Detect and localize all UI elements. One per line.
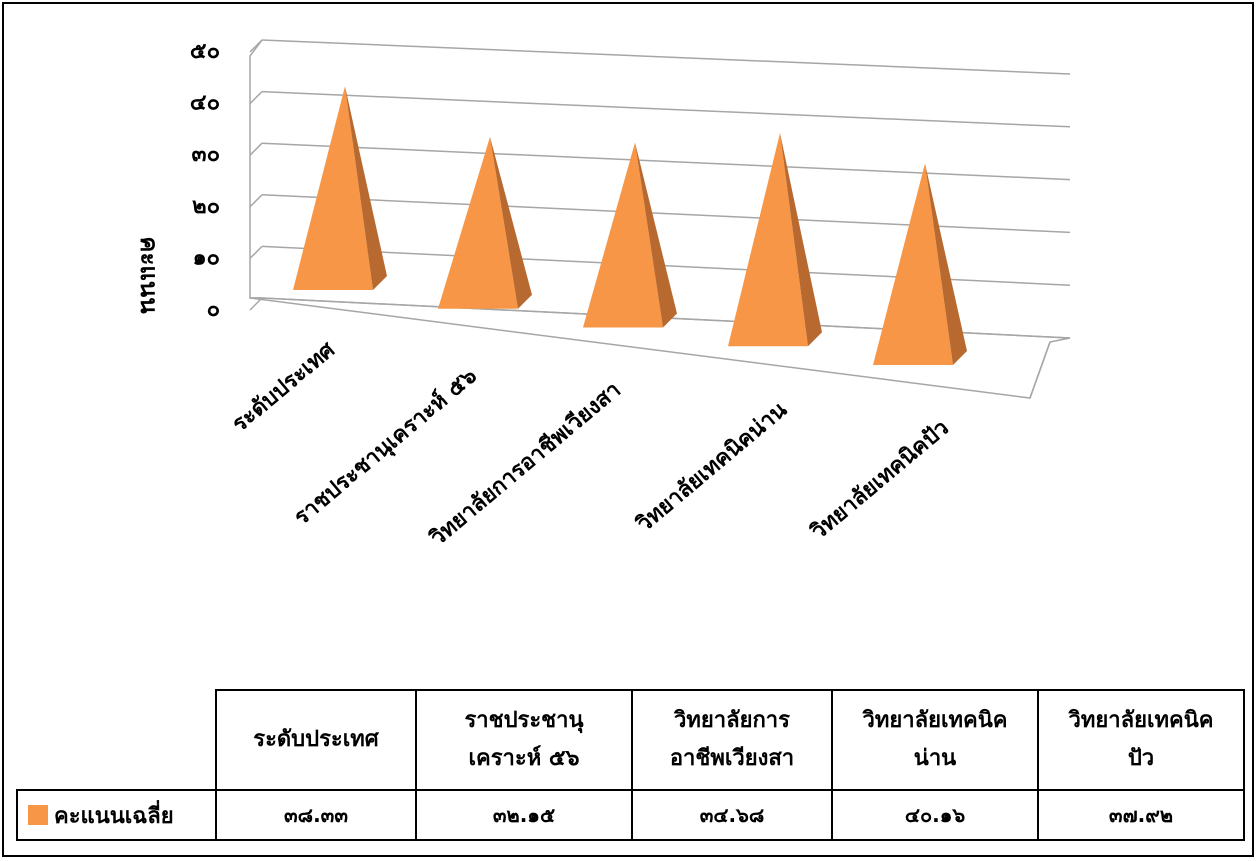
pyramid-front [583,142,663,328]
pyramid-side [925,163,967,365]
table-header-3: วิทยาลัยเทคนิค น่าน [831,689,1039,791]
table-header-text: เคราะห์ ๕๖ [468,746,580,771]
data-table-value-row: คะแนนเฉลี่ย ๓๘.๓๓ ๓๒.๑๕ ๓๔.๖๘ ๔๐.๑๖ ๓๗.๙… [16,789,1245,841]
gridline-left [249,194,263,208]
table-header-text: ราชประชานุ [464,708,584,733]
legend-entry: คะแนนเฉลี่ย [16,789,217,841]
gridline [261,194,1071,234]
pyramid-side [490,136,532,309]
table-header-4: วิทยาลัยเทคนิค ปัว [1037,689,1245,791]
legend-swatch [28,804,48,825]
pyramid-series [293,86,967,365]
gridline-left [249,39,263,53]
gridline-left [249,245,263,259]
table-value-2: ๓๔.๖๘ [631,789,833,841]
pyramid-front [438,136,518,309]
x-tick-label: ระดับประเทศ [228,337,341,437]
table-header-text: ปัว [1127,746,1155,771]
table-header-text: อาชีพเวียงสา [669,746,795,771]
gridline [261,90,1071,128]
gridline-left [249,91,263,105]
y-tick-label: ๓๐ [192,142,220,167]
data-table-header-row: ระดับประเทศ ราชประชานุ เคราะห์ ๕๖ วิทยาล… [17,689,1245,791]
table-value-4: ๓๗.๙๒ [1037,789,1245,841]
x-tick-label: ราชประชานุเคราะห์ ๕๖ [289,363,483,532]
table-value-3: ๔๐.๑๖ [831,789,1039,841]
pyramid-front [293,86,373,291]
y-axis-label: คะแนน [135,236,163,314]
table-header-2: วิทยาลัยการ อาชีพเวียงสา [631,689,833,791]
gridline-left [249,142,263,156]
data-table: ระดับประเทศ ราชประชานุ เคราะห์ ๕๖ วิทยาล… [16,689,1245,841]
y-tick-label: ๒๐ [192,194,220,219]
table-header-text: วิทยาลัยเทคนิค [862,708,1008,733]
pyramid-chart: ๐ ๑๐ ๒๐ ๓๐ ๔๐ ๕๐ คะแนน ระดับประเทศราชประชานุเ… [135,39,1071,552]
y-axis-ticks: ๐ ๑๐ ๒๐ ๓๐ ๔๐ ๕๐ [190,39,220,322]
pyramid-front [728,133,808,347]
x-tick-label: วิทยาลัยเทคนิคน่าน [632,397,792,537]
table-header-text: วิทยาลัยการ [674,708,790,733]
pyramid-side [780,133,822,347]
y-tick-label: ๑๐ [193,245,220,270]
y-tick-label: ๔๐ [190,91,220,116]
y-tick-label: ๕๐ [190,39,220,64]
y-tick-label: ๐ [207,297,220,322]
pyramid-side [345,86,387,291]
pyramid-side [635,142,677,328]
x-tick-label: วิทยาลัยเทคนิคปัว [806,415,954,545]
table-header-text: วิทยาลัยเทคนิค [1068,708,1214,733]
gridline-left [249,297,263,311]
gridline [261,39,1071,75]
table-header-text: ระดับประเทศ [253,727,379,752]
table-header-text: น่าน [913,746,957,771]
floor-edge [1029,341,1051,399]
table-value-1: ๓๒.๑๕ [415,789,633,841]
table-header-0: ระดับประเทศ [215,689,417,791]
table-header-1: ราชประชานุ เคราะห์ ๕๖ [415,689,633,791]
data-table-corner [17,690,217,791]
left-wall [249,39,263,299]
table-value-0: ๓๘.๓๓ [215,789,417,841]
gridline [261,142,1071,181]
legend-label: คะแนนเฉลี่ย [54,803,174,829]
pyramid-front [873,163,953,365]
